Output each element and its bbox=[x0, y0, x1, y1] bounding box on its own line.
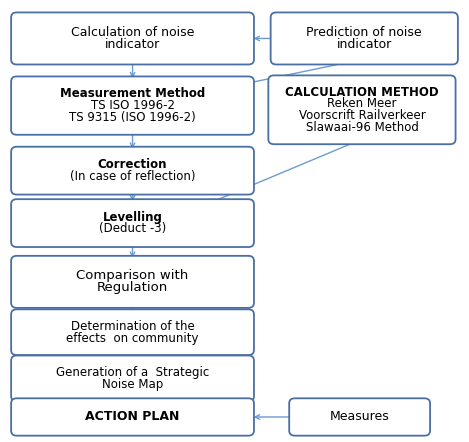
Text: Reken Meer: Reken Meer bbox=[327, 97, 397, 110]
Text: Noise Map: Noise Map bbox=[102, 378, 163, 391]
Text: Correction: Correction bbox=[98, 158, 167, 171]
FancyBboxPatch shape bbox=[11, 76, 254, 135]
FancyBboxPatch shape bbox=[11, 12, 254, 65]
Text: ACTION PLAN: ACTION PLAN bbox=[85, 411, 180, 423]
FancyBboxPatch shape bbox=[289, 398, 430, 436]
FancyBboxPatch shape bbox=[11, 398, 254, 436]
FancyBboxPatch shape bbox=[271, 12, 458, 65]
FancyBboxPatch shape bbox=[268, 76, 455, 144]
Text: Levelling: Levelling bbox=[103, 211, 162, 224]
FancyBboxPatch shape bbox=[11, 199, 254, 247]
Text: indicator: indicator bbox=[105, 38, 160, 51]
Text: Slawaai-96 Method: Slawaai-96 Method bbox=[305, 121, 418, 134]
Text: TS ISO 1996-2: TS ISO 1996-2 bbox=[91, 99, 174, 112]
FancyBboxPatch shape bbox=[11, 256, 254, 308]
Text: Measures: Measures bbox=[330, 411, 390, 423]
Text: (Deduct -3): (Deduct -3) bbox=[99, 222, 166, 236]
FancyBboxPatch shape bbox=[11, 355, 254, 401]
Text: Voorscrift Railverkeer: Voorscrift Railverkeer bbox=[299, 109, 425, 122]
Text: Regulation: Regulation bbox=[97, 281, 168, 294]
FancyBboxPatch shape bbox=[11, 309, 254, 355]
Text: Determination of the: Determination of the bbox=[71, 320, 195, 333]
Text: indicator: indicator bbox=[337, 38, 392, 51]
Text: CALCULATION METHOD: CALCULATION METHOD bbox=[285, 86, 439, 99]
Text: effects  on community: effects on community bbox=[66, 332, 199, 345]
Text: Measurement Method: Measurement Method bbox=[60, 88, 205, 100]
Text: (In case of reflection): (In case of reflection) bbox=[70, 170, 195, 183]
Text: Calculation of noise: Calculation of noise bbox=[71, 26, 194, 39]
Text: TS 9315 (ISO 1996-2): TS 9315 (ISO 1996-2) bbox=[69, 111, 196, 124]
FancyBboxPatch shape bbox=[11, 147, 254, 194]
Text: Generation of a  Strategic: Generation of a Strategic bbox=[56, 366, 209, 379]
Text: Comparison with: Comparison with bbox=[76, 270, 189, 282]
Text: Prediction of noise: Prediction of noise bbox=[306, 26, 422, 39]
